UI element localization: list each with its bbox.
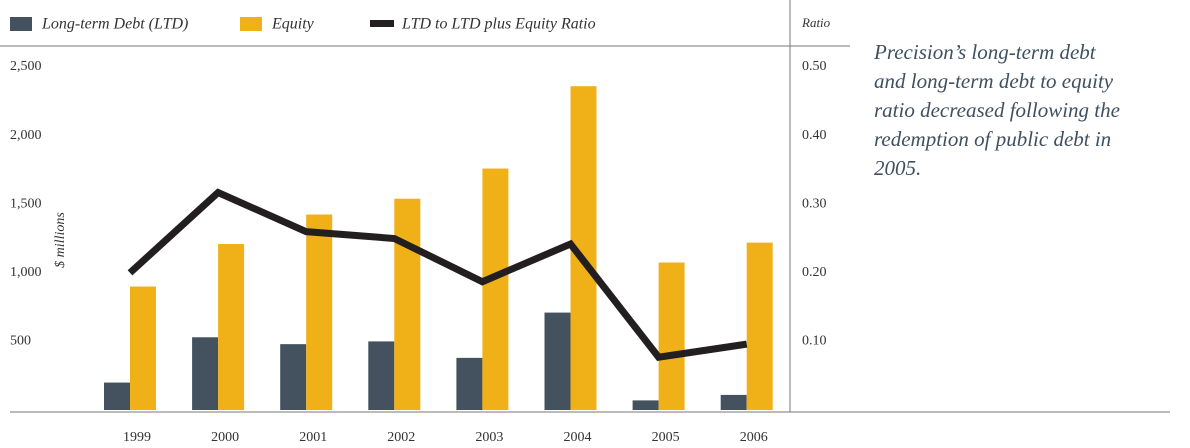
bar xyxy=(218,243,245,410)
x-tick-label: 2006 xyxy=(740,430,768,445)
legend-swatch xyxy=(240,17,262,31)
legend-label: Equity xyxy=(271,16,315,33)
y-tick-label: 1,000 xyxy=(10,265,42,280)
legend-swatch xyxy=(10,17,32,31)
y-tick-label: 2,000 xyxy=(10,128,42,143)
x-tick-label: 2002 xyxy=(387,430,415,445)
y2-axis-label: Ratio xyxy=(801,15,831,30)
x-tick-label: 2001 xyxy=(299,430,327,445)
bar xyxy=(720,394,747,410)
ratio-line xyxy=(127,188,748,361)
y-tick-label: 2,500 xyxy=(10,59,42,74)
x-tick-label: 2004 xyxy=(564,430,592,445)
y-axis-label: $ millions xyxy=(53,212,68,268)
bar xyxy=(746,242,773,410)
bar xyxy=(456,357,483,410)
y-tick-label: 500 xyxy=(10,334,31,349)
y-tick-label: 1,500 xyxy=(10,196,42,211)
legend-label: Long-term Debt (LTD) xyxy=(41,16,188,33)
x-tick-label: 2005 xyxy=(652,430,680,445)
bar xyxy=(306,214,333,410)
annotation: Precision’s long-term debt and long-term… xyxy=(874,40,1120,180)
y2-tick-label: 0.50 xyxy=(802,59,827,74)
y2-tick-label: 0.10 xyxy=(802,334,827,349)
y2-tick-label: 0.20 xyxy=(802,265,827,280)
x-tick-label: 1999 xyxy=(123,430,151,445)
bar xyxy=(658,262,685,410)
bar xyxy=(192,337,219,410)
y2-tick-label: 0.40 xyxy=(802,128,827,143)
bar xyxy=(394,198,421,410)
bar xyxy=(104,382,130,410)
y2-tick-label: 0.30 xyxy=(802,196,827,211)
bar xyxy=(280,344,307,410)
x-tick-label: 2003 xyxy=(475,430,503,445)
x-tick-label: 2000 xyxy=(211,430,239,445)
bar xyxy=(482,168,509,410)
bar xyxy=(544,312,571,410)
legend-swatch xyxy=(370,20,394,27)
bar xyxy=(368,341,395,410)
bar xyxy=(632,400,659,410)
legend-label: LTD to LTD plus Equity Ratio xyxy=(401,16,596,33)
bar xyxy=(130,286,156,410)
